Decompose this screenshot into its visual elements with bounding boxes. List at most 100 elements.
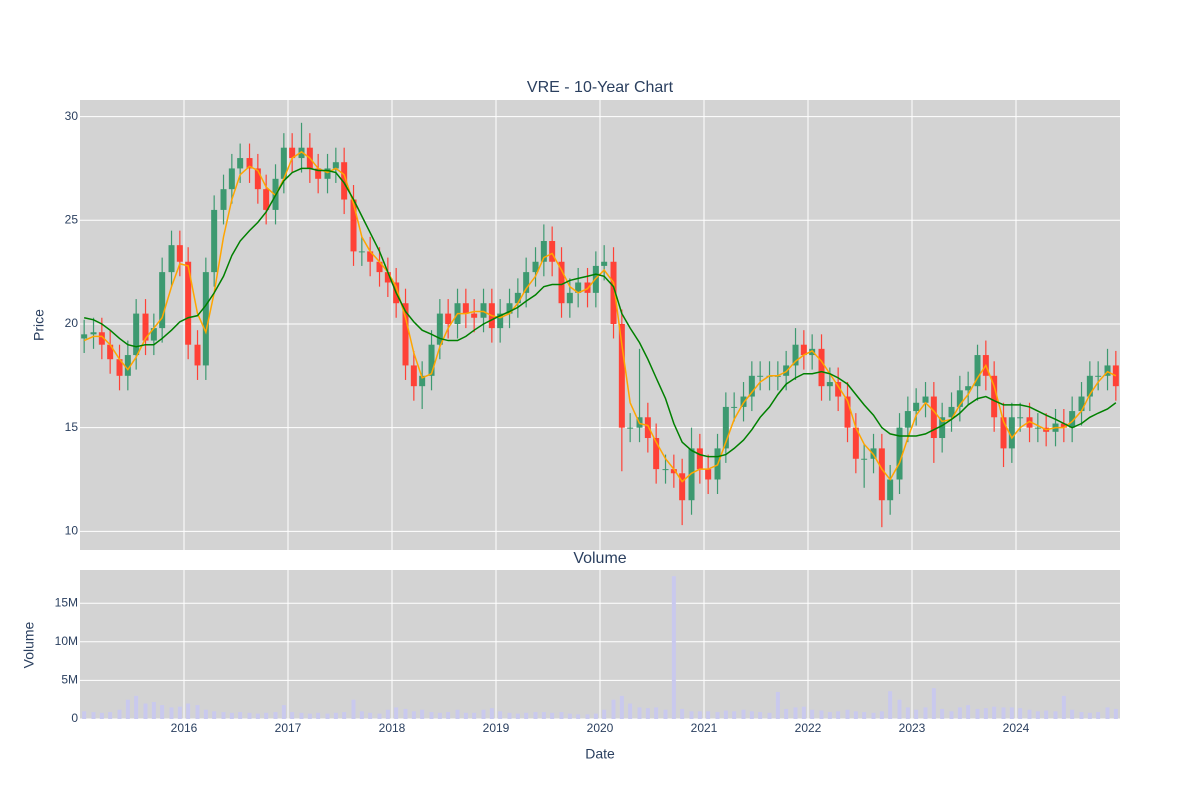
candle-body [358, 251, 365, 253]
volume-bar [316, 712, 321, 719]
volume-bar [931, 688, 936, 719]
volume-bar [836, 711, 841, 719]
candle-body [142, 313, 149, 341]
volume-bar [299, 712, 304, 719]
volume-bar [637, 707, 642, 719]
candle-body [341, 162, 348, 200]
volume-bar [862, 712, 867, 719]
x-axis-title: Date [585, 746, 615, 762]
volume-bar [290, 712, 295, 719]
candle-body [402, 303, 409, 366]
volume-bar [888, 691, 893, 719]
volume-bar [1035, 711, 1040, 719]
volume-bar [229, 712, 234, 719]
volume-bar [801, 706, 806, 719]
volume-bar [429, 712, 434, 719]
volume-bar [905, 707, 910, 719]
volume-bar [1044, 710, 1049, 719]
volume-bar [472, 712, 477, 719]
volume-bar [992, 706, 997, 719]
x-tick-label: 2016 [171, 721, 198, 735]
volume-bar [1079, 712, 1084, 719]
volume-bar [853, 711, 858, 719]
candle-body [618, 323, 625, 428]
candle-body [124, 355, 131, 376]
candle-body [1060, 423, 1067, 428]
volume-bar [151, 702, 156, 719]
candle-body [610, 261, 617, 324]
subplot-title: Volume [573, 550, 626, 567]
candle-body [1086, 375, 1093, 397]
candle-body [913, 402, 920, 412]
candle-body [506, 303, 513, 314]
volume-bar [1009, 707, 1014, 719]
candle-body [688, 448, 695, 501]
candle-body [436, 313, 443, 345]
candle-body [384, 272, 391, 283]
volume-bar [706, 711, 711, 719]
candle-body [878, 448, 885, 501]
volume-bar [160, 705, 165, 719]
candle-body [254, 168, 261, 190]
candle-body [480, 303, 487, 318]
candle-body [844, 396, 851, 428]
volume-bar [169, 707, 174, 719]
volume-bar [723, 710, 728, 719]
volume-bar [663, 709, 668, 719]
candle-body [159, 272, 166, 329]
volume-bar [983, 708, 988, 719]
y-tick-label: 5M [61, 673, 78, 687]
volume-bar [273, 712, 278, 719]
candle-body [419, 375, 426, 387]
volume-bar [732, 711, 737, 719]
candle-body [1000, 417, 1007, 449]
volume-bar [628, 703, 633, 719]
volume-bar [1087, 712, 1092, 719]
candle-body [280, 147, 287, 179]
candle-body [194, 344, 201, 366]
candle-body [896, 427, 903, 480]
volume-bar [645, 708, 650, 719]
candle-body [800, 344, 807, 356]
candle-body [852, 427, 859, 459]
candle-body [558, 261, 565, 304]
candle-body [410, 365, 417, 387]
volume-bar [827, 712, 832, 719]
volume-bar [99, 712, 104, 719]
x-tick-label: 2017 [275, 721, 302, 735]
candle-body [887, 479, 894, 501]
volume-bar [784, 708, 789, 719]
volume-bar [559, 712, 564, 719]
candle-body [462, 303, 469, 314]
candle-body [922, 396, 929, 403]
volume-bar [671, 576, 676, 719]
candle-body [98, 332, 105, 345]
candle-body [662, 469, 669, 471]
moving-average-line [83, 150, 1117, 483]
candle-body [696, 448, 703, 470]
volume-bar [567, 713, 572, 719]
volume-bar [385, 709, 390, 719]
candle-body [445, 313, 452, 324]
volume-bar [403, 708, 408, 719]
volume-bar [767, 712, 772, 719]
candle-body [575, 282, 582, 293]
volume-bar [871, 712, 876, 719]
y-tick-label: 10 [65, 524, 79, 538]
volume-bar [879, 711, 884, 719]
volume-bar [775, 691, 780, 719]
volume-bar [446, 712, 451, 719]
candle-body [150, 328, 157, 341]
volume-bar [325, 713, 330, 719]
volume-bar [576, 714, 581, 719]
candle-body [792, 344, 799, 366]
volume-bar [195, 705, 200, 719]
volume-bar [463, 712, 468, 719]
volume-bar [897, 699, 902, 719]
candle-body [202, 272, 209, 366]
volume-bar [108, 712, 113, 719]
volume-bar [1113, 708, 1118, 719]
volume-bar [680, 708, 685, 719]
candle-body [644, 417, 651, 439]
